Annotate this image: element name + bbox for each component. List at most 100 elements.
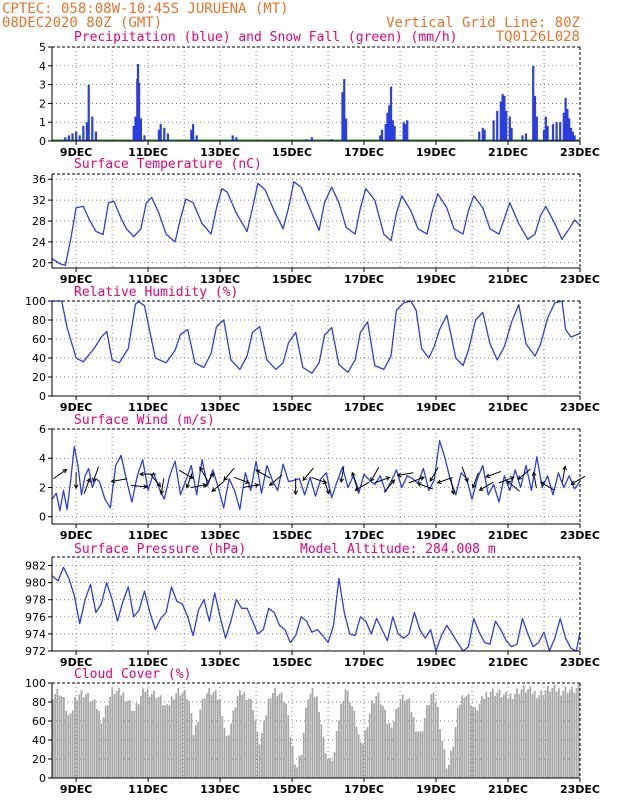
cloud-cover-x-tick-label: 17DEC — [344, 783, 384, 796]
wind-x-tick-label: 13DEC — [200, 529, 240, 542]
humidity-x-tick-label: 9DEC — [60, 401, 92, 414]
cloud-cover-bar — [71, 710, 74, 778]
wind-arrow-shaft — [351, 472, 359, 488]
temperature-line — [51, 181, 581, 267]
cloud-cover-bar — [333, 752, 336, 778]
precipitation-bar — [82, 125, 85, 141]
cloud-cover-bar — [122, 692, 125, 778]
cloud-cover-bar — [100, 723, 103, 778]
cloud-cover-bar — [327, 759, 329, 778]
wind-arrow — [561, 465, 567, 483]
wind-arrow-shaft — [111, 478, 128, 483]
cloud-cover-bar — [476, 710, 479, 778]
cloud-cover-bar — [423, 717, 426, 778]
wind-arrow — [149, 473, 162, 488]
cloud-cover-bar — [439, 729, 441, 778]
wind-arrow-shaft — [479, 481, 494, 491]
cloud-cover-bar — [375, 696, 378, 778]
cloud-cover-bar — [544, 690, 547, 778]
cloud-cover-bar — [371, 700, 373, 778]
cloud-cover-bar — [386, 723, 389, 778]
precipitation-x-tick-label: 17DEC — [344, 146, 384, 159]
cloud-cover-bar — [58, 695, 61, 778]
cloud-cover-bar — [551, 688, 554, 778]
cloud-cover-bar — [228, 734, 230, 778]
precipitation-y-tick-label: 1 — [39, 116, 46, 129]
cloud-cover-bar — [507, 698, 510, 778]
cloud-cover-bar — [406, 699, 408, 778]
cloud-cover-bar — [261, 732, 263, 778]
cloud-cover-bar — [338, 720, 340, 778]
cloud-cover-bar — [131, 710, 133, 778]
cloud-cover-bar — [195, 724, 197, 778]
wind-arrow — [211, 480, 225, 492]
humidity-y-tick-label: 20 — [32, 371, 46, 384]
precipitation-bar — [195, 135, 198, 141]
wind-arrow-head — [396, 472, 402, 478]
wind-arrow-shaft — [561, 466, 566, 483]
cloud-cover-bar — [456, 707, 459, 778]
precipitation-x-tick-label: 21DEC — [488, 146, 528, 159]
cloud-cover-bar — [320, 724, 323, 778]
wind-arrow-shaft — [83, 478, 91, 494]
cloud-cover-bar — [267, 698, 270, 778]
wind-arrow-shaft — [450, 478, 455, 495]
wind-arrow — [471, 472, 479, 489]
cloud-cover-bar — [483, 698, 485, 778]
precipitation-bar — [524, 133, 528, 141]
wind-arrow — [53, 469, 68, 480]
wind-plot: 0 2 4 6 9DEC 11DEC 13DEC 15DEC 17DEC 19DEC 21DEC 23… — [39, 423, 600, 542]
pressure-y-tick-label: 976 — [25, 611, 46, 624]
pressure-y-tick-label: 972 — [25, 645, 46, 658]
temperature-y-tick-label: 20 — [32, 257, 46, 270]
cloud-cover-bar — [577, 684, 580, 778]
wind-arrow-head — [429, 477, 434, 483]
wind-arrow-head — [73, 484, 79, 490]
wind-arrow-shaft — [533, 472, 537, 489]
cloud-cover-bar — [115, 690, 118, 778]
cloud-cover-x-tick-label: 23DEC — [560, 783, 600, 796]
cloud-cover-bar — [181, 692, 184, 778]
cloud-cover-bar — [188, 701, 191, 778]
cloud-cover-bar — [318, 711, 320, 778]
cloud-cover-bar — [428, 704, 430, 778]
wind-arrow-shaft — [571, 475, 586, 485]
cloud-cover-bar — [373, 703, 375, 778]
cloud-cover-bar — [78, 694, 81, 778]
wind-arrow — [139, 471, 157, 477]
cloud-cover-bar — [542, 695, 545, 778]
cloud-cover-bar — [300, 754, 303, 778]
wind-y-tick-label: 2 — [39, 481, 46, 494]
wind-arrow-head — [302, 476, 307, 482]
humidity-y-tick-label: 0 — [39, 390, 46, 403]
cloud-cover-bar — [412, 717, 415, 778]
wind-arrow — [131, 484, 149, 489]
precipitation-bar — [566, 109, 569, 141]
cloud-cover-bar — [146, 688, 149, 778]
cloud-cover-bar — [395, 709, 397, 778]
pressure-title: Surface Pressure (hPa) — [74, 542, 246, 557]
precipitation-bar — [71, 133, 74, 141]
cloud-cover-bar — [214, 689, 217, 778]
temperature-x-tick-label: 9DEC — [60, 273, 92, 286]
cloud-cover-bar — [346, 690, 349, 778]
wind-arrow-shaft — [233, 476, 250, 484]
precipitation-x-tick-label: 19DEC — [416, 146, 456, 159]
header-station: CPTEC: 058:08W-10:45S JURUENA (MT) — [2, 1, 289, 17]
cloud-cover-bar — [353, 710, 356, 778]
wind-x-tick-label: 11DEC — [128, 529, 168, 542]
precipitation-bar — [404, 124, 407, 141]
cloud-cover-bar — [344, 689, 347, 778]
cloud-cover-x-tick-label: 21DEC — [488, 783, 528, 796]
cloud-cover-y-tick-label: 40 — [32, 734, 46, 747]
precipitation-y-tick-label: 4 — [39, 60, 46, 73]
wind-arrow — [498, 476, 515, 484]
precipitation-bar — [94, 131, 98, 141]
cloud-cover-bar — [368, 713, 371, 778]
cloud-cover-bar — [280, 692, 283, 778]
humidity-title: Relative Humidity (%) — [74, 285, 238, 300]
precipitation-bar — [305, 139, 308, 141]
wind-arrow-head — [254, 483, 260, 488]
wind-arrow — [436, 476, 453, 484]
cloud-cover-bar — [437, 706, 439, 778]
